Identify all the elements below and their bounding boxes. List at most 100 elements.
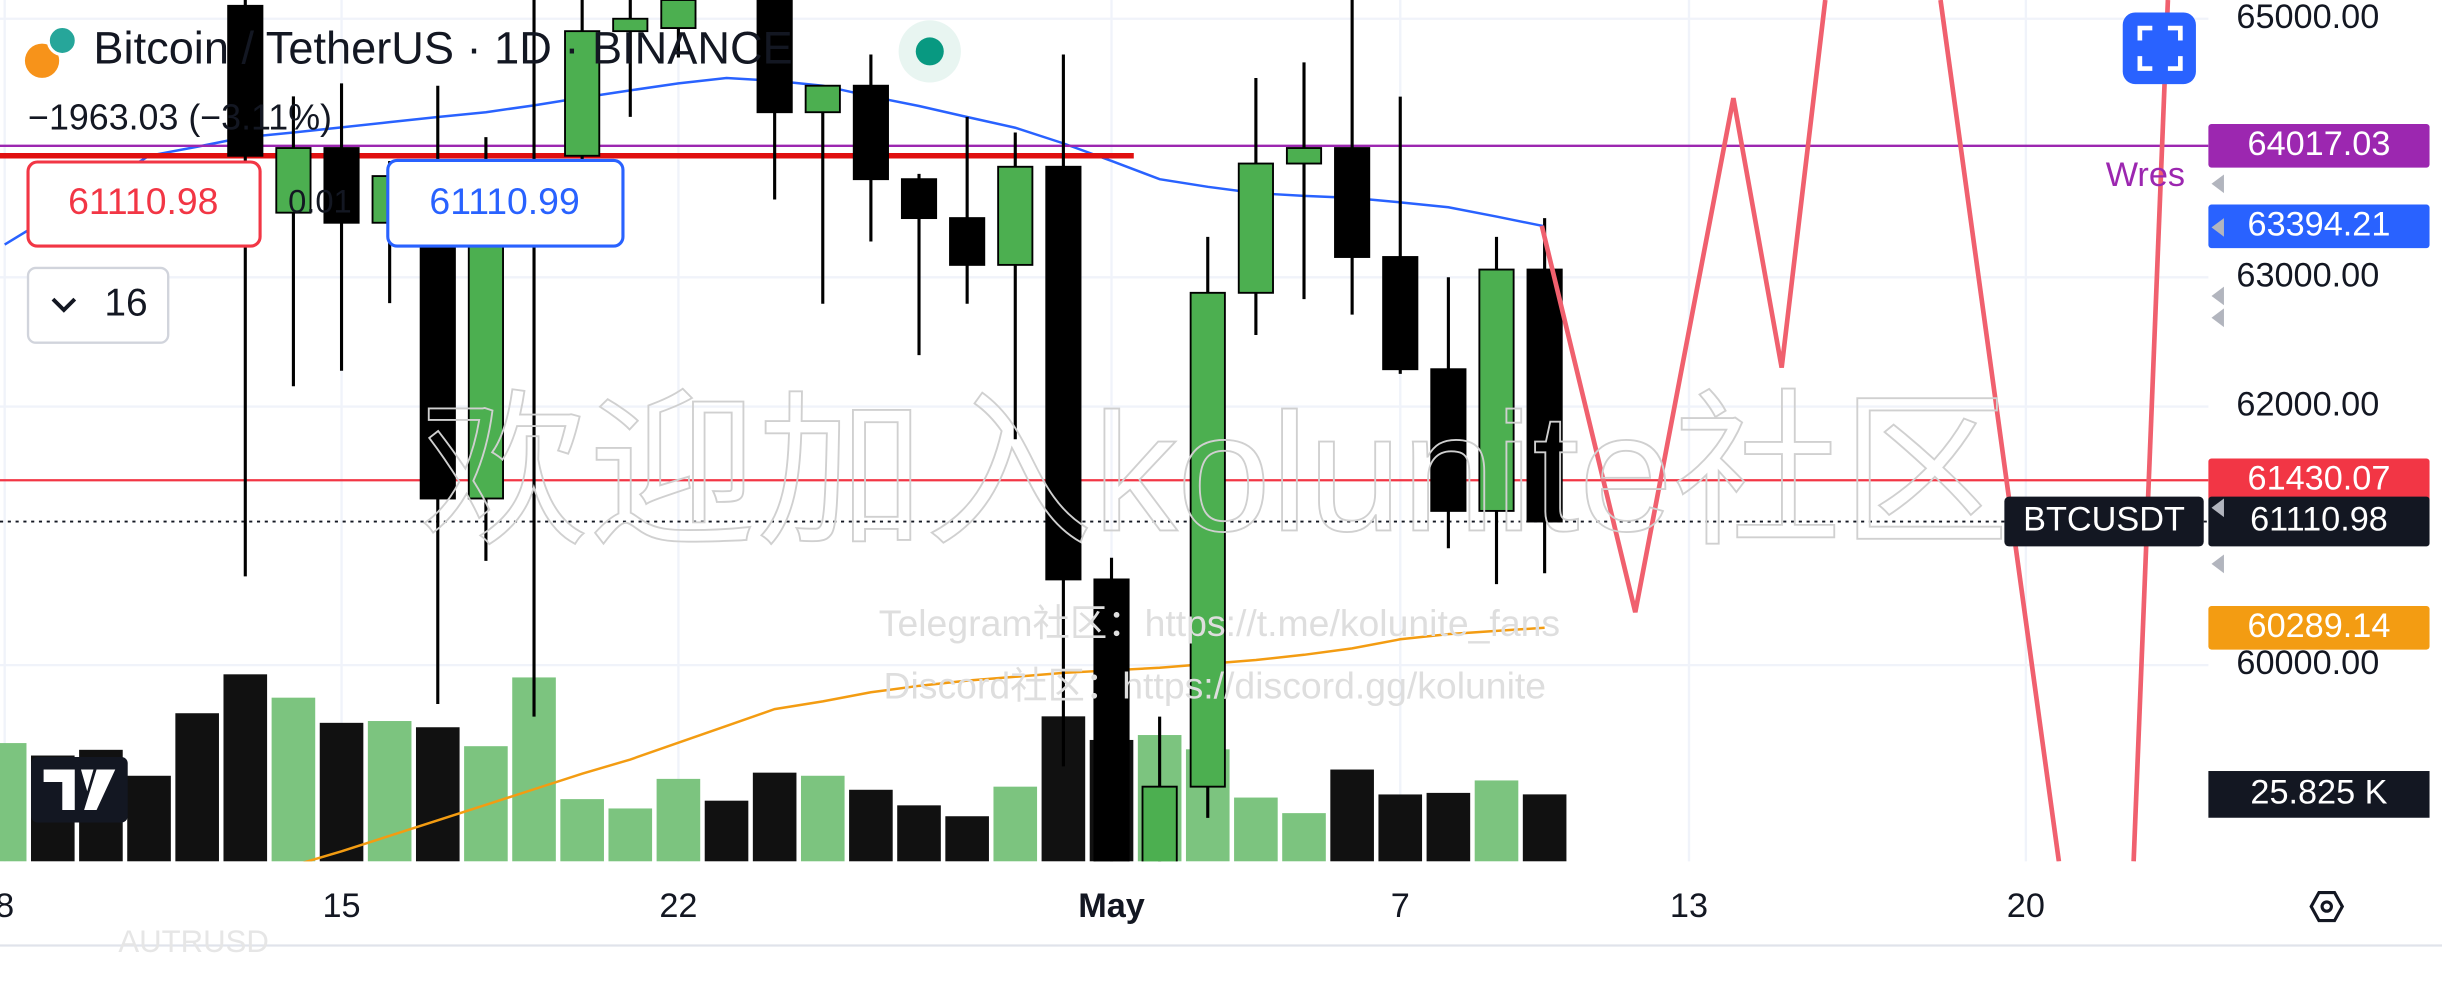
level-label-bg	[2208, 124, 2430, 168]
volume-bar	[271, 697, 316, 862]
fullscreen-button[interactable]	[2122, 12, 2196, 85]
candle-body	[1141, 785, 1178, 862]
watermark-telegram: Telegram社区：https://t.me/kolunite_fans	[879, 602, 1560, 644]
price-label: 60289.14	[2248, 607, 2391, 645]
zigzag-line	[1938, 0, 2062, 862]
settings-icon[interactable]	[2309, 890, 2345, 923]
candle-body	[1334, 147, 1371, 258]
candle-body	[1526, 268, 1563, 523]
y-tick-label: 63000.00	[2236, 256, 2379, 294]
volume-bar	[945, 816, 989, 862]
volume-bar	[415, 727, 460, 862]
candle-body	[1430, 368, 1467, 512]
chevron-icon	[51, 297, 77, 313]
spread: 0.01	[288, 183, 352, 220]
watermark-main: 欢迎加入kolunite社区	[420, 378, 2009, 566]
price-label-bg	[2208, 605, 2430, 650]
volume-bar	[1522, 794, 1567, 862]
watermark: 欢迎加入kolunite社区 Telegram社区：https://t.me/k…	[419, 377, 2010, 706]
x-tick-label: 8	[0, 887, 14, 925]
volume-bar	[704, 800, 749, 862]
x-tick-label: 22	[659, 887, 697, 925]
indicator-count[interactable]: 16	[104, 282, 147, 325]
symbol-title[interactable]: Bitcoin / TetherUS · 1D · BINANCE	[93, 22, 792, 73]
logo-mark	[43, 769, 116, 810]
volume-bar	[1330, 769, 1374, 862]
indicators-button[interactable]	[26, 266, 170, 344]
candle-body	[467, 224, 504, 500]
candle-body	[756, 0, 793, 114]
candle-body	[997, 165, 1034, 266]
header: Bitcoin / TetherUS · 1D · BINANCE −1963.…	[24, 20, 961, 344]
x-tick-label: May	[1078, 887, 1145, 925]
sell-button[interactable]	[26, 160, 262, 248]
last-price-bg	[2208, 496, 2430, 547]
volume-bar	[319, 722, 364, 862]
volume-label-bg	[2208, 771, 2430, 818]
volume-bar	[1234, 797, 1278, 862]
candle-body	[1382, 256, 1419, 371]
volume-bar	[560, 799, 604, 862]
logo-bg	[31, 757, 128, 823]
button-icon	[2137, 25, 2183, 71]
btc-icon	[24, 43, 60, 78]
level-name: Wres	[2106, 156, 2185, 194]
y-tick-label: 65000.00	[2236, 0, 2379, 36]
candle-body	[1285, 147, 1323, 165]
buy-price[interactable]: 61110.99	[429, 180, 579, 222]
zigzag-line	[1539, 0, 1828, 613]
candle-body	[227, 4, 264, 157]
volume-bar	[367, 721, 412, 862]
candle-body	[1237, 162, 1274, 294]
y-tick-label: 62000.00	[2236, 386, 2379, 424]
candle-body	[1189, 291, 1226, 788]
usdt-icon	[46, 24, 78, 57]
volume-bar	[223, 674, 268, 862]
volume-bar	[0, 743, 27, 862]
candle-body	[564, 30, 601, 157]
symbol-label: BTCUSDT	[2023, 501, 2185, 539]
volume-bar	[656, 778, 701, 862]
candle-body	[949, 217, 986, 266]
button-bg[interactable]	[2122, 12, 2196, 85]
tv-logo	[31, 757, 128, 823]
candle-body	[275, 147, 312, 214]
candle-body	[612, 17, 649, 33]
zigzag-line	[2131, 0, 2171, 862]
candle-body	[1045, 165, 1082, 581]
y-tick-label: 60000.00	[2236, 644, 2379, 682]
price-label: 63394.21	[2248, 205, 2391, 243]
sell-price[interactable]: 61110.98	[68, 180, 218, 222]
level-label: 64017.03	[2248, 125, 2391, 163]
x-tick-label: 15	[322, 887, 360, 925]
candle-body	[900, 178, 938, 220]
candle-body	[323, 147, 360, 224]
volume-bar	[1378, 794, 1423, 862]
volume-bar	[752, 772, 797, 862]
projection-drawing	[1539, 0, 2171, 862]
buy-button[interactable]	[386, 158, 625, 248]
candle-body	[660, 0, 697, 29]
candle-body	[804, 84, 841, 114]
ma-line	[303, 626, 1545, 862]
volume-label: 25.825 K	[2250, 773, 2387, 811]
price-label-bg	[2208, 204, 2430, 249]
x-tick-label: 20	[2007, 887, 2045, 925]
volume-bar	[1282, 813, 1326, 862]
symbol-label-bg	[2004, 496, 2204, 547]
candle-body	[1478, 268, 1515, 512]
x-tick-label: 13	[1670, 887, 1708, 925]
volume-bar	[897, 805, 941, 862]
candle-body	[419, 224, 456, 500]
volume-bar	[1474, 780, 1519, 862]
volume-bar	[127, 775, 171, 862]
candle-body	[1093, 578, 1130, 862]
volume-bar	[800, 775, 845, 862]
status-dot	[915, 37, 944, 66]
volume-bar	[608, 808, 653, 862]
candle-body	[852, 84, 889, 181]
volume-bar	[175, 713, 219, 862]
change-text: −1963.03 (−3.11%)	[28, 97, 332, 137]
